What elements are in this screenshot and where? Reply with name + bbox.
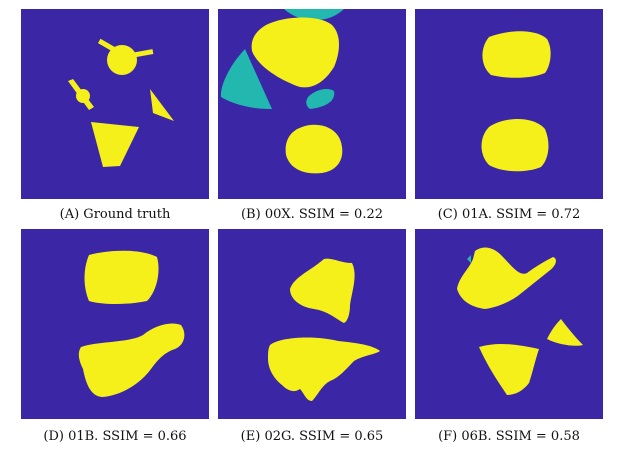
- shape-teal-top: [284, 9, 344, 21]
- panel-e-image: [218, 229, 406, 419]
- panel-c-segmentation: [481, 31, 551, 172]
- panel-d-image: [21, 229, 209, 419]
- panel-e-segmentation: [268, 258, 380, 401]
- shape-blob-top: [290, 258, 355, 323]
- caption-f: (F) 06B. SSIM = 0.58: [438, 429, 580, 444]
- shape-quad: [91, 122, 139, 167]
- shape-bulb-stem: [68, 79, 94, 110]
- caption-e: (E) 02G. SSIM = 0.65: [240, 429, 384, 444]
- shape-blob-bottom: [78, 323, 185, 397]
- shape-teal-small: [306, 89, 335, 109]
- shape-blob-bottom: [481, 119, 549, 172]
- panel-b-segmentation: [220, 9, 344, 174]
- shape-blob-top: [84, 250, 159, 304]
- shape-blob-large: [251, 17, 339, 88]
- shape-teal-speck: [467, 255, 471, 263]
- shape-teal-left: [220, 49, 272, 109]
- shape-triangle: [547, 319, 583, 346]
- caption-d: (D) 01B. SSIM = 0.66: [43, 429, 187, 444]
- caption-a: (A) Ground truth: [59, 207, 171, 222]
- shape-blob-top: [482, 31, 551, 78]
- panel-a-segmentation: [68, 38, 174, 167]
- panel-c-image: [415, 9, 603, 199]
- shape-arm-left: [97, 38, 120, 55]
- shape-quad: [479, 343, 539, 395]
- shape-triangle: [150, 89, 174, 121]
- shape-blob-bottom: [268, 337, 380, 401]
- panel-b-image: [218, 9, 406, 199]
- shape-blob-top: [457, 247, 556, 309]
- shape-arm-right: [130, 49, 154, 58]
- panel-f-image: [415, 229, 603, 419]
- panel-d-segmentation: [78, 250, 185, 397]
- panel-a-image: [21, 9, 209, 199]
- caption-c: (C) 01A. SSIM = 0.72: [437, 207, 581, 222]
- panel-f-segmentation: [457, 247, 583, 395]
- shape-blob-round: [285, 124, 343, 174]
- caption-b: (B) 00X. SSIM = 0.22: [240, 207, 384, 222]
